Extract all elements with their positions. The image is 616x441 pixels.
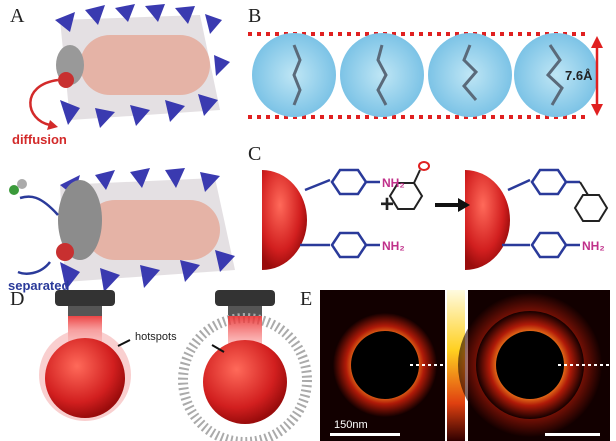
annotation: diffusion [12,132,67,147]
amine-label: NH₂ [382,176,405,190]
svg-text:+: + [380,191,394,218]
panel-c: + [262,161,609,270]
panel-label: D [10,288,24,310]
annotation: hotspots [135,331,177,343]
annotation: separated [8,278,69,293]
panel-a-top [29,4,230,130]
panel-e [320,290,610,441]
amine-label: NH₂ [582,239,605,253]
amine-label: NH₂ [382,239,405,253]
panel-d [39,290,312,441]
dimension-label: 7.6Å [565,68,593,83]
scale-bar-label: 150nm [334,419,368,431]
panel-label: E [300,288,312,310]
panel-label: C [248,143,261,165]
panel-label: B [248,5,261,27]
panel-a-bottom [9,168,235,292]
panel-b [248,32,603,119]
panel-label: A [10,5,25,27]
